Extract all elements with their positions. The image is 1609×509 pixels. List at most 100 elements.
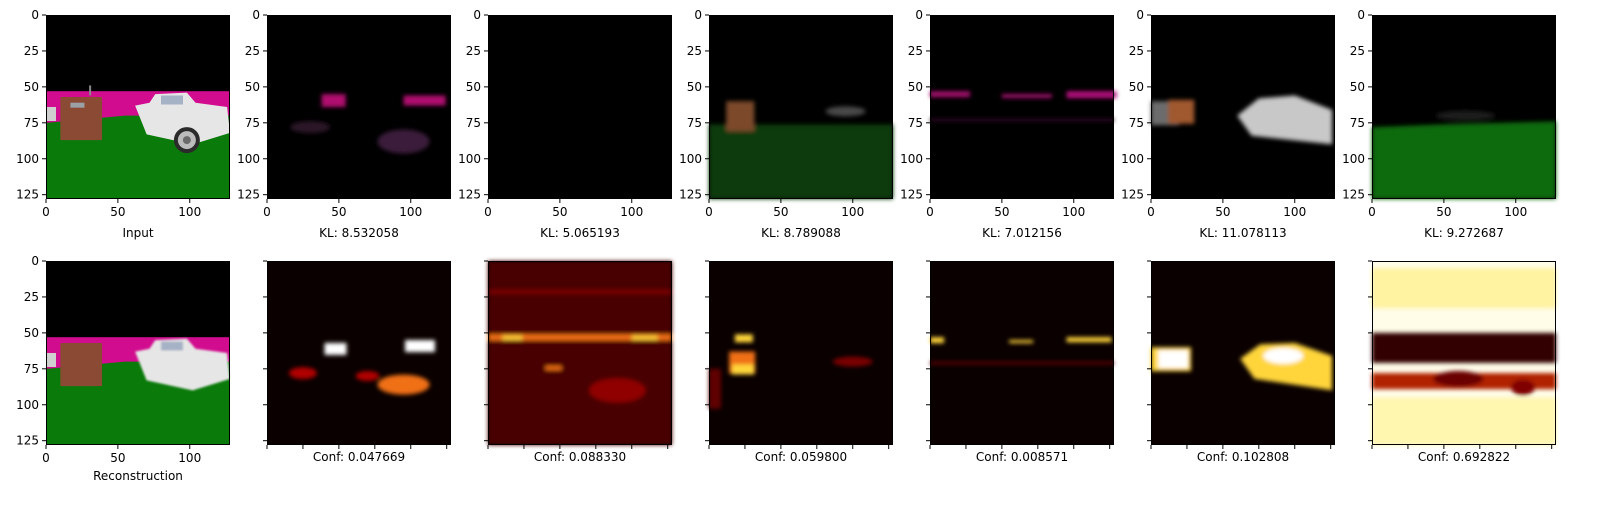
y-tick-label: 0 [31, 8, 39, 22]
x-tick-label: 0 [42, 205, 50, 219]
y-tick-label: 0 [252, 8, 260, 22]
x-tick-label: 100 [178, 451, 201, 465]
panel-caption: Reconstruction [93, 469, 183, 483]
top-panel: 0 50 100 0 25 50 75 100 125 Input [16, 8, 230, 240]
y-tick-label: 75 [466, 116, 481, 130]
bottom-panel: Conf: 0.102808 [1147, 260, 1335, 464]
y-tick-label: 125 [458, 188, 481, 202]
y-tick-label: 100 [679, 152, 702, 166]
y-tick-label: 75 [908, 116, 923, 130]
bottom-panel: Conf: 0.692822 [1368, 260, 1556, 464]
y-tick-label: 75 [24, 116, 39, 130]
y-tick-label: 25 [1350, 44, 1365, 58]
x-tick-label: 0 [926, 205, 934, 219]
y-tick-label: 75 [1350, 116, 1365, 130]
panel-caption: KL: 8.789088 [761, 226, 841, 240]
y-tick-label: 25 [908, 44, 923, 58]
y-tick-label: 0 [915, 8, 923, 22]
y-tick-label: 50 [1350, 80, 1365, 94]
x-tick-label: 0 [1147, 205, 1155, 219]
x-tick-label: 50 [110, 205, 125, 219]
x-tick-label: 100 [1062, 205, 1085, 219]
panel-caption: Input [122, 226, 153, 240]
x-tick-label: 50 [331, 205, 346, 219]
bottom-panel: Conf: 0.059800 [705, 260, 893, 464]
panel-caption: KL: 8.532058 [319, 226, 399, 240]
y-tick-label: 50 [466, 80, 481, 94]
y-tick-label: 125 [1342, 188, 1365, 202]
top-panel: 0 50 100 0 25 50 75 100 125 KL: 9.272687 [1342, 8, 1556, 240]
top-panel: 0 50 100 0 25 50 75 100 125 KL: 7.012156 [900, 8, 1117, 240]
top-panel: 0 50 100 0 25 50 75 100 125 KL: 8.789088 [679, 8, 893, 240]
y-tick-label: 25 [245, 44, 260, 58]
x-tick-label: 100 [399, 205, 422, 219]
x-tick-label: 100 [620, 205, 643, 219]
y-tick-label: 125 [16, 434, 39, 448]
y-tick-label: 125 [900, 188, 923, 202]
panel-caption: Conf: 0.059800 [755, 450, 847, 464]
x-tick-label: 0 [42, 451, 50, 465]
y-tick-label: 75 [687, 116, 702, 130]
x-tick-label: 0 [484, 205, 492, 219]
y-tick-label: 0 [473, 8, 481, 22]
top-panel: 0 50 100 0 25 50 75 100 125 KL: 11.078113 [1121, 8, 1335, 240]
y-tick-label: 50 [687, 80, 702, 94]
y-tick-label: 100 [900, 152, 923, 166]
y-tick-label: 125 [1121, 188, 1144, 202]
bottom-panel: Conf: 0.008571 [926, 260, 1114, 464]
y-tick-label: 100 [1342, 152, 1365, 166]
x-tick-label: 100 [841, 205, 864, 219]
panel-caption: Conf: 0.047669 [313, 450, 405, 464]
x-tick-label: 0 [263, 205, 271, 219]
x-tick-label: 0 [1368, 205, 1376, 219]
x-tick-label: 50 [552, 205, 567, 219]
y-tick-label: 100 [16, 152, 39, 166]
y-tick-label: 100 [16, 398, 39, 412]
x-tick-label: 100 [178, 205, 201, 219]
panel-caption: KL: 7.012156 [982, 226, 1062, 240]
y-tick-label: 0 [1357, 8, 1365, 22]
y-tick-label: 50 [245, 80, 260, 94]
bottom-panel: Conf: 0.088330 [484, 260, 672, 464]
y-tick-label: 100 [237, 152, 260, 166]
panel-caption: Conf: 0.102808 [1197, 450, 1289, 464]
y-tick-label: 50 [24, 326, 39, 340]
y-tick-label: 25 [466, 44, 481, 58]
y-tick-label: 0 [31, 254, 39, 268]
top-panel: 0 50 100 0 25 50 75 100 125 KL: 8.532058 [237, 8, 451, 240]
y-tick-label: 75 [1129, 116, 1144, 130]
y-tick-label: 100 [1121, 152, 1144, 166]
x-tick-label: 100 [1504, 205, 1527, 219]
panel-caption: KL: 11.078113 [1199, 226, 1286, 240]
top-panel: 0 50 100 0 25 50 75 100 125 KL: 5.065193 [458, 8, 672, 240]
y-tick-label: 125 [16, 188, 39, 202]
x-tick-label: 0 [705, 205, 713, 219]
x-tick-label: 50 [1436, 205, 1451, 219]
panel-caption: Conf: 0.008571 [976, 450, 1068, 464]
y-tick-label: 25 [24, 44, 39, 58]
y-tick-label: 100 [458, 152, 481, 166]
x-tick-label: 50 [773, 205, 788, 219]
y-tick-label: 50 [908, 80, 923, 94]
y-tick-label: 75 [245, 116, 260, 130]
x-tick-label: 50 [110, 451, 125, 465]
panel-caption: Conf: 0.088330 [534, 450, 626, 464]
y-tick-label: 25 [24, 290, 39, 304]
x-tick-label: 50 [994, 205, 1009, 219]
bottom-panel: Conf: 0.047669 [263, 260, 451, 464]
y-tick-label: 75 [24, 362, 39, 376]
panel-caption: Conf: 0.692822 [1418, 450, 1510, 464]
y-tick-label: 0 [1136, 8, 1144, 22]
bottom-panel: 0 50 100 0 25 50 75 100 125 Reconstruction [16, 254, 230, 483]
y-tick-label: 125 [237, 188, 260, 202]
panel-caption: KL: 9.272687 [1424, 226, 1504, 240]
y-tick-label: 50 [24, 80, 39, 94]
y-tick-label: 0 [694, 8, 702, 22]
y-tick-label: 50 [1129, 80, 1144, 94]
x-tick-label: 50 [1215, 205, 1230, 219]
panel-caption: KL: 5.065193 [540, 226, 620, 240]
y-tick-label: 125 [679, 188, 702, 202]
x-tick-label: 100 [1283, 205, 1306, 219]
y-tick-label: 25 [1129, 44, 1144, 58]
